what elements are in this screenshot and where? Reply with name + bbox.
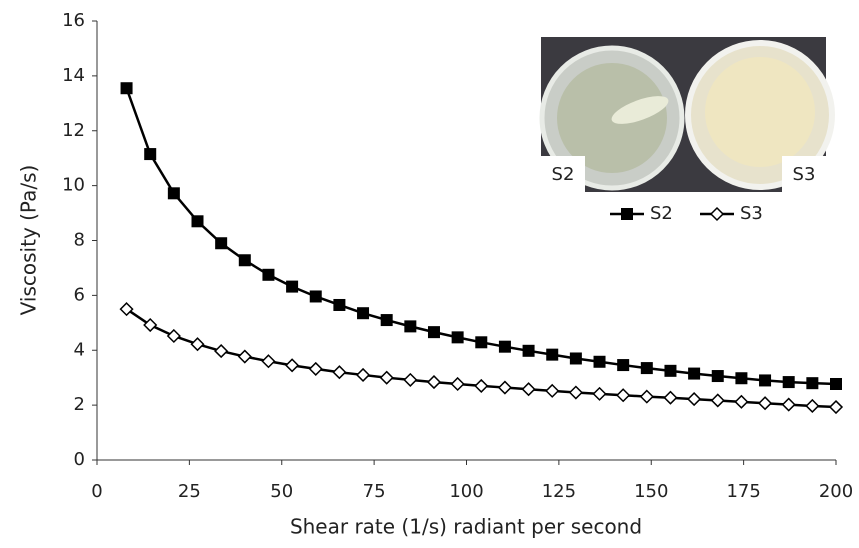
- marker: [522, 344, 535, 357]
- y-tick-label: 0: [74, 449, 85, 470]
- marker: [664, 364, 677, 377]
- marker: [663, 390, 678, 405]
- x-tick-label: 25: [178, 481, 201, 502]
- x-tick-label: 150: [634, 481, 668, 502]
- marker: [380, 314, 393, 327]
- marker: [309, 290, 322, 303]
- y-tick-label: 14: [62, 65, 85, 86]
- marker: [333, 298, 346, 311]
- marker: [215, 237, 228, 250]
- marker: [357, 307, 370, 320]
- marker: [830, 377, 842, 390]
- marker: [191, 215, 204, 228]
- marker: [688, 367, 701, 380]
- x-axis-title: Shear rate (1/s) radiant per second: [290, 515, 642, 539]
- marker: [190, 337, 205, 352]
- marker: [734, 394, 749, 409]
- marker: [404, 320, 417, 333]
- marker: [805, 398, 820, 414]
- x-tick-label: 175: [726, 481, 760, 502]
- marker: [167, 187, 180, 200]
- x-tick-label: 125: [542, 481, 576, 502]
- legend-label: S2: [650, 203, 673, 224]
- marker: [238, 254, 251, 267]
- marker: [569, 352, 582, 365]
- marker: [261, 354, 276, 369]
- marker: [426, 375, 442, 390]
- marker: [475, 336, 488, 349]
- x-tick-label: 200: [819, 481, 853, 502]
- marker: [498, 340, 511, 353]
- marker: [237, 349, 252, 364]
- inset-label: S3: [793, 164, 816, 185]
- marker: [545, 383, 560, 398]
- marker: [759, 374, 772, 387]
- marker: [710, 393, 725, 408]
- marker: [521, 382, 536, 397]
- y-axis-title: Viscosity (Pa/s): [17, 165, 41, 316]
- marker: [621, 208, 633, 220]
- marker: [616, 388, 631, 403]
- marker: [214, 344, 229, 359]
- marker: [451, 331, 464, 344]
- marker: [403, 372, 418, 387]
- marker: [735, 372, 748, 385]
- legend-label: S3: [740, 203, 763, 224]
- marker: [166, 328, 181, 344]
- marker: [497, 380, 512, 395]
- marker: [806, 377, 819, 390]
- marker: [617, 359, 630, 372]
- marker: [143, 317, 158, 333]
- marker: [709, 206, 725, 222]
- x-tick-label: 75: [363, 481, 386, 502]
- marker: [474, 378, 489, 393]
- marker: [120, 82, 133, 95]
- marker: [119, 302, 134, 317]
- marker: [262, 268, 275, 281]
- marker: [546, 348, 559, 361]
- marker: [640, 362, 653, 375]
- y-tick-label: 12: [62, 120, 85, 141]
- y-tick-label: 6: [74, 284, 85, 305]
- marker: [427, 326, 440, 339]
- inset-label: S2: [552, 164, 575, 185]
- marker: [592, 386, 607, 401]
- marker: [355, 367, 371, 383]
- marker: [286, 280, 299, 293]
- marker: [144, 148, 157, 161]
- y-tick-label: 4: [74, 339, 85, 360]
- y-tick-label: 10: [62, 175, 85, 196]
- y-tick-label: 8: [74, 230, 85, 251]
- marker: [757, 396, 773, 411]
- x-tick-label: 100: [449, 481, 483, 502]
- inset-photo: S2 S3: [539, 37, 835, 192]
- marker: [593, 355, 606, 368]
- x-tick-label: 0: [91, 481, 102, 502]
- marker: [450, 376, 465, 392]
- marker: [828, 399, 844, 415]
- marker: [782, 376, 795, 389]
- marker: [711, 370, 724, 383]
- marker: [285, 358, 300, 373]
- marker: [568, 385, 583, 400]
- y-tick-label: 16: [62, 10, 85, 31]
- marker: [379, 370, 394, 385]
- marker: [781, 397, 796, 412]
- y-tick-label: 2: [74, 394, 85, 415]
- marker: [332, 365, 347, 380]
- marker: [687, 392, 702, 407]
- x-tick-label: 50: [270, 481, 293, 502]
- marker: [639, 389, 654, 404]
- marker: [308, 361, 323, 376]
